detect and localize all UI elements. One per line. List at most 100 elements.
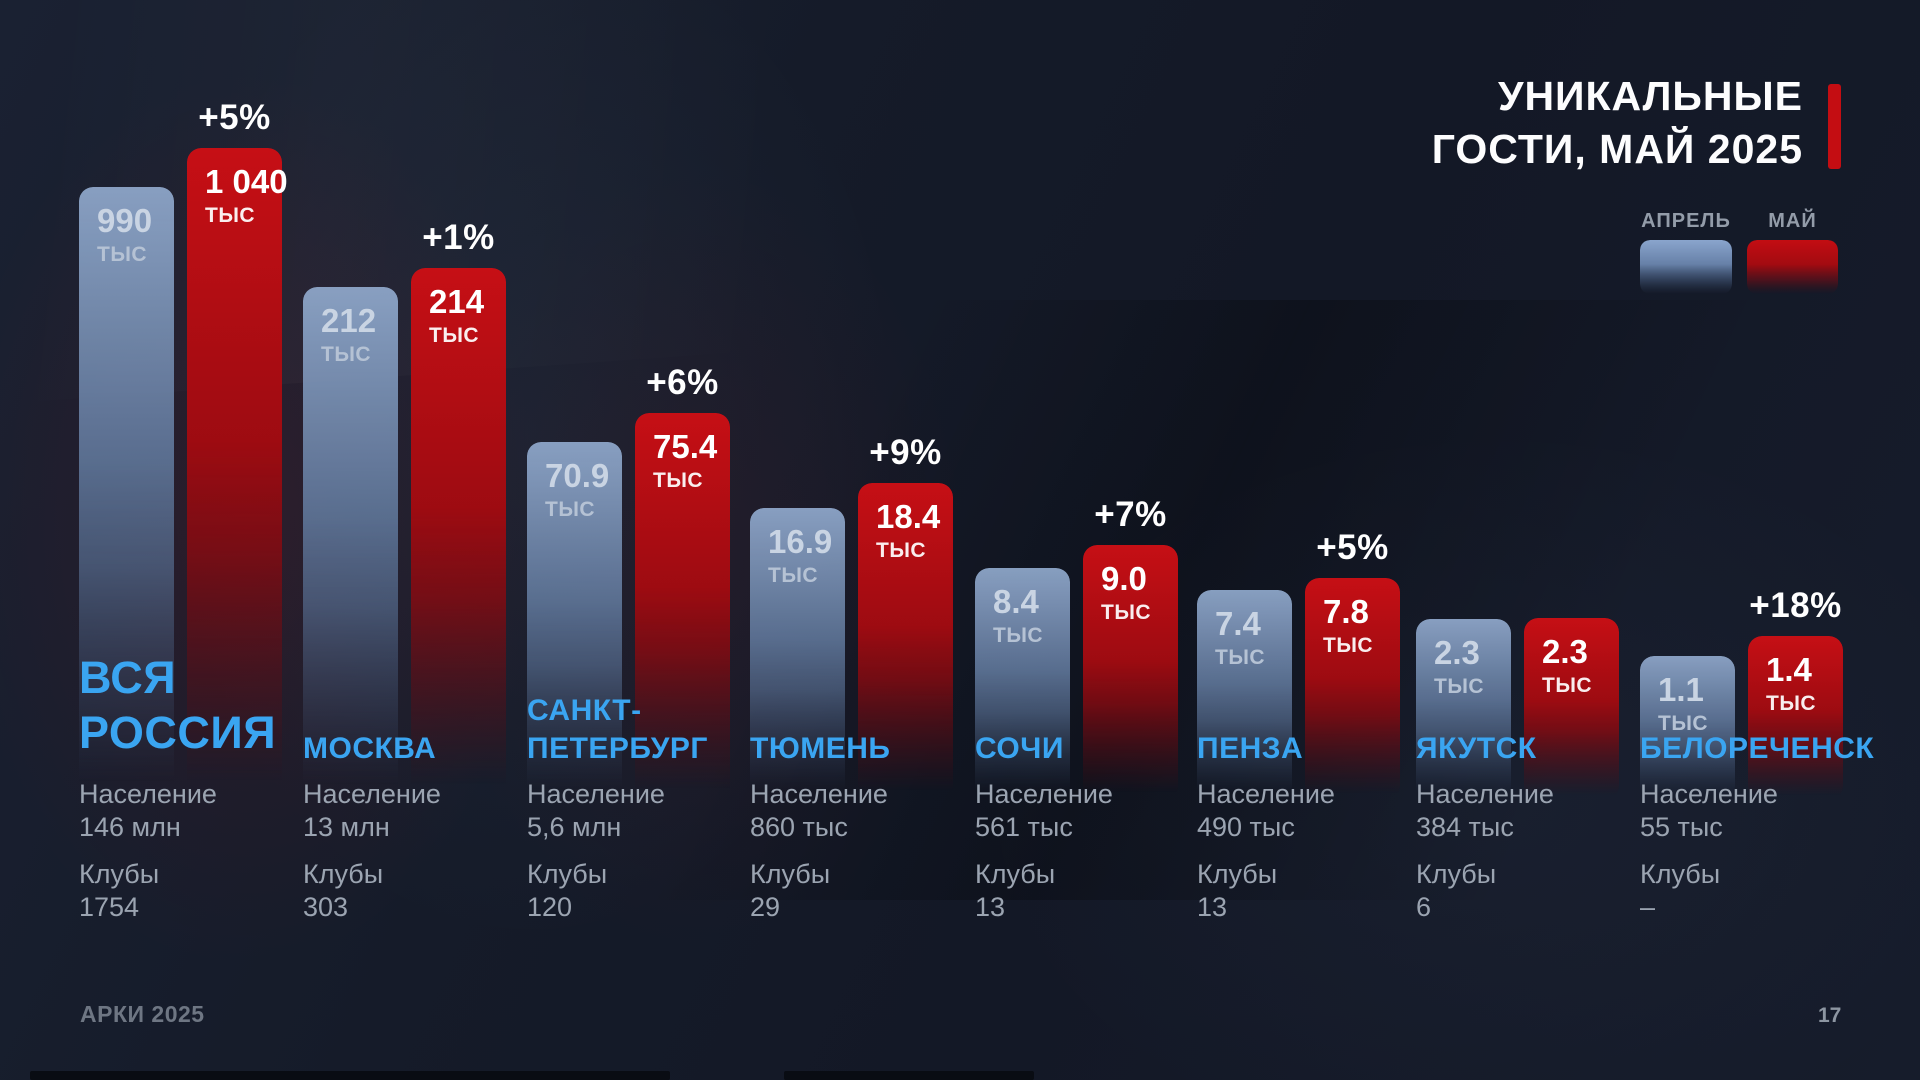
clubs-value: 13 — [975, 892, 1006, 922]
city-name: МОСКВА — [303, 730, 436, 768]
population-label: Население — [1197, 779, 1335, 809]
bar-value-may-number: 2.3 — [1542, 633, 1588, 670]
population-value: 5,6 млн — [527, 812, 622, 842]
city-name: ЯКУТСК — [1416, 730, 1537, 768]
population-block: Население 384 тыс — [1416, 778, 1554, 844]
bar-value-april: 70.9 ТЫС — [545, 458, 609, 523]
population-label: Население — [750, 779, 888, 809]
bar-value-unit-label: ТЫС — [545, 498, 596, 521]
clubs-label: Клубы — [1416, 859, 1497, 889]
population-value: 384 тыс — [1416, 812, 1514, 842]
city-name: ТЮМЕНЬ — [750, 730, 891, 768]
city-name-line: СОЧИ — [975, 732, 1064, 765]
bar-may — [635, 413, 730, 800]
bar-may — [187, 148, 282, 800]
city-info: Население 55 тыс Клубы – — [1640, 778, 1778, 938]
population-label: Население — [303, 779, 441, 809]
bar-value-may: 7.8 ТЫС — [1323, 594, 1373, 659]
bar-value-may: 1.4 ТЫС — [1766, 652, 1816, 717]
city-name-line: ЯКУТСК — [1416, 732, 1537, 765]
bar-value-unit-label: ТЫС — [653, 469, 704, 492]
city-name: САНКТ- ПЕТЕРБУРГ — [527, 692, 708, 768]
background-bottom-strip — [30, 1071, 670, 1080]
bar-value-may-number: 7.8 — [1323, 593, 1369, 630]
city-name: ВСЯ РОССИЯ — [79, 650, 276, 760]
clubs-block: Клубы 6 — [1416, 858, 1554, 924]
bar-value-may: 2.3 ТЫС — [1542, 634, 1592, 699]
bar-value-unit-label: ТЫС — [876, 539, 927, 562]
population-label: Население — [79, 779, 217, 809]
legend-swatch-april — [1640, 240, 1732, 294]
legend-label-april: АПРЕЛЬ — [1641, 210, 1731, 232]
bar-value-unit-label: ТЫС — [768, 564, 819, 587]
city-info: Население 146 млн Клубы 1754 — [79, 778, 217, 938]
percent-change-badge: +7% — [1094, 495, 1167, 534]
percent-change-badge: +1% — [422, 218, 495, 257]
clubs-block: Клубы 29 — [750, 858, 888, 924]
bar-value-may: 18.4 ТЫС — [876, 499, 940, 564]
clubs-label: Клубы — [975, 859, 1056, 889]
bar-value-april-number: 2.3 — [1434, 634, 1480, 671]
clubs-label: Клубы — [1197, 859, 1278, 889]
percent-change-badge: +5% — [1316, 528, 1389, 567]
population-value: 561 тыс — [975, 812, 1073, 842]
bar-value-may: 214 ТЫС — [429, 284, 484, 349]
clubs-value: 1754 — [79, 892, 140, 922]
bar-value-april-number: 1.1 — [1658, 671, 1704, 708]
clubs-block: Клубы 120 — [527, 858, 665, 924]
bar-april — [79, 187, 174, 800]
bar-value-may-number: 1 040 — [205, 163, 288, 200]
bar-april — [750, 508, 845, 800]
bar-value-unit-label: ТЫС — [1215, 646, 1266, 669]
bar-value-unit-label: ТЫС — [205, 204, 256, 227]
bar-april — [303, 287, 398, 800]
city-info: Население 5,6 млн Клубы 120 — [527, 778, 665, 938]
bar-value-april: 8.4 ТЫС — [993, 584, 1043, 649]
city-name: СОЧИ — [975, 730, 1064, 768]
percent-change-badge: +5% — [198, 98, 271, 137]
bar-value-unit-label: ТЫС — [1323, 634, 1374, 657]
bar-value-april: 990 ТЫС — [97, 203, 152, 268]
bar-value-may-number: 214 — [429, 283, 485, 320]
city-name-line: ТЮМЕНЬ — [750, 732, 891, 765]
clubs-label: Клубы — [79, 859, 160, 889]
clubs-value: 29 — [750, 892, 781, 922]
bar-value-may: 1 040 ТЫС — [205, 164, 288, 229]
bar-value-april: 7.4 ТЫС — [1215, 606, 1265, 671]
slide-title-line2: ГОСТИ, МАЙ 2025 — [1431, 126, 1803, 172]
bar-may — [858, 483, 953, 800]
bar-value-may-number: 9.0 — [1101, 560, 1147, 597]
bar-value-april-number: 16.9 — [768, 523, 833, 560]
clubs-block: Клубы 13 — [975, 858, 1113, 924]
bar-value-april-number: 990 — [97, 202, 153, 239]
population-value: 490 тыс — [1197, 812, 1295, 842]
bar-value-april-number: 70.9 — [545, 457, 610, 494]
population-label: Население — [1640, 779, 1778, 809]
population-block: Население 490 тыс — [1197, 778, 1335, 844]
bar-may — [1524, 618, 1619, 800]
bar-april — [975, 568, 1070, 800]
bar-value-april-number: 8.4 — [993, 583, 1039, 620]
city-name-line: ВСЯ — [79, 652, 177, 703]
bar-may — [1748, 636, 1843, 800]
bar-value-may-number: 75.4 — [653, 428, 718, 465]
percent-change-badge: +18% — [1749, 586, 1842, 625]
clubs-value: 120 — [527, 892, 573, 922]
bar-value-may: 9.0 ТЫС — [1101, 561, 1151, 626]
slide-title: УНИКАЛЬНЫЕ ГОСТИ, МАЙ 2025 — [1432, 70, 1803, 176]
title-accent-bar — [1828, 84, 1841, 169]
city-name-line: САНКТ- — [527, 694, 642, 727]
bar-value-unit-label: ТЫС — [993, 624, 1044, 647]
clubs-label: Клубы — [750, 859, 831, 889]
bar-may — [1305, 578, 1400, 800]
city-info: Население 561 тыс Клубы 13 — [975, 778, 1113, 938]
clubs-value: – — [1640, 892, 1656, 922]
clubs-block: Клубы – — [1640, 858, 1778, 924]
clubs-block: Клубы 13 — [1197, 858, 1335, 924]
city-name-line: МОСКВА — [303, 732, 437, 765]
city-info: Население 490 тыс Клубы 13 — [1197, 778, 1335, 938]
city-name: БЕЛОРЕЧЕНСК — [1640, 730, 1874, 768]
clubs-label: Клубы — [303, 859, 384, 889]
clubs-block: Клубы 303 — [303, 858, 441, 924]
bar-value-unit-label: ТЫС — [97, 243, 148, 266]
